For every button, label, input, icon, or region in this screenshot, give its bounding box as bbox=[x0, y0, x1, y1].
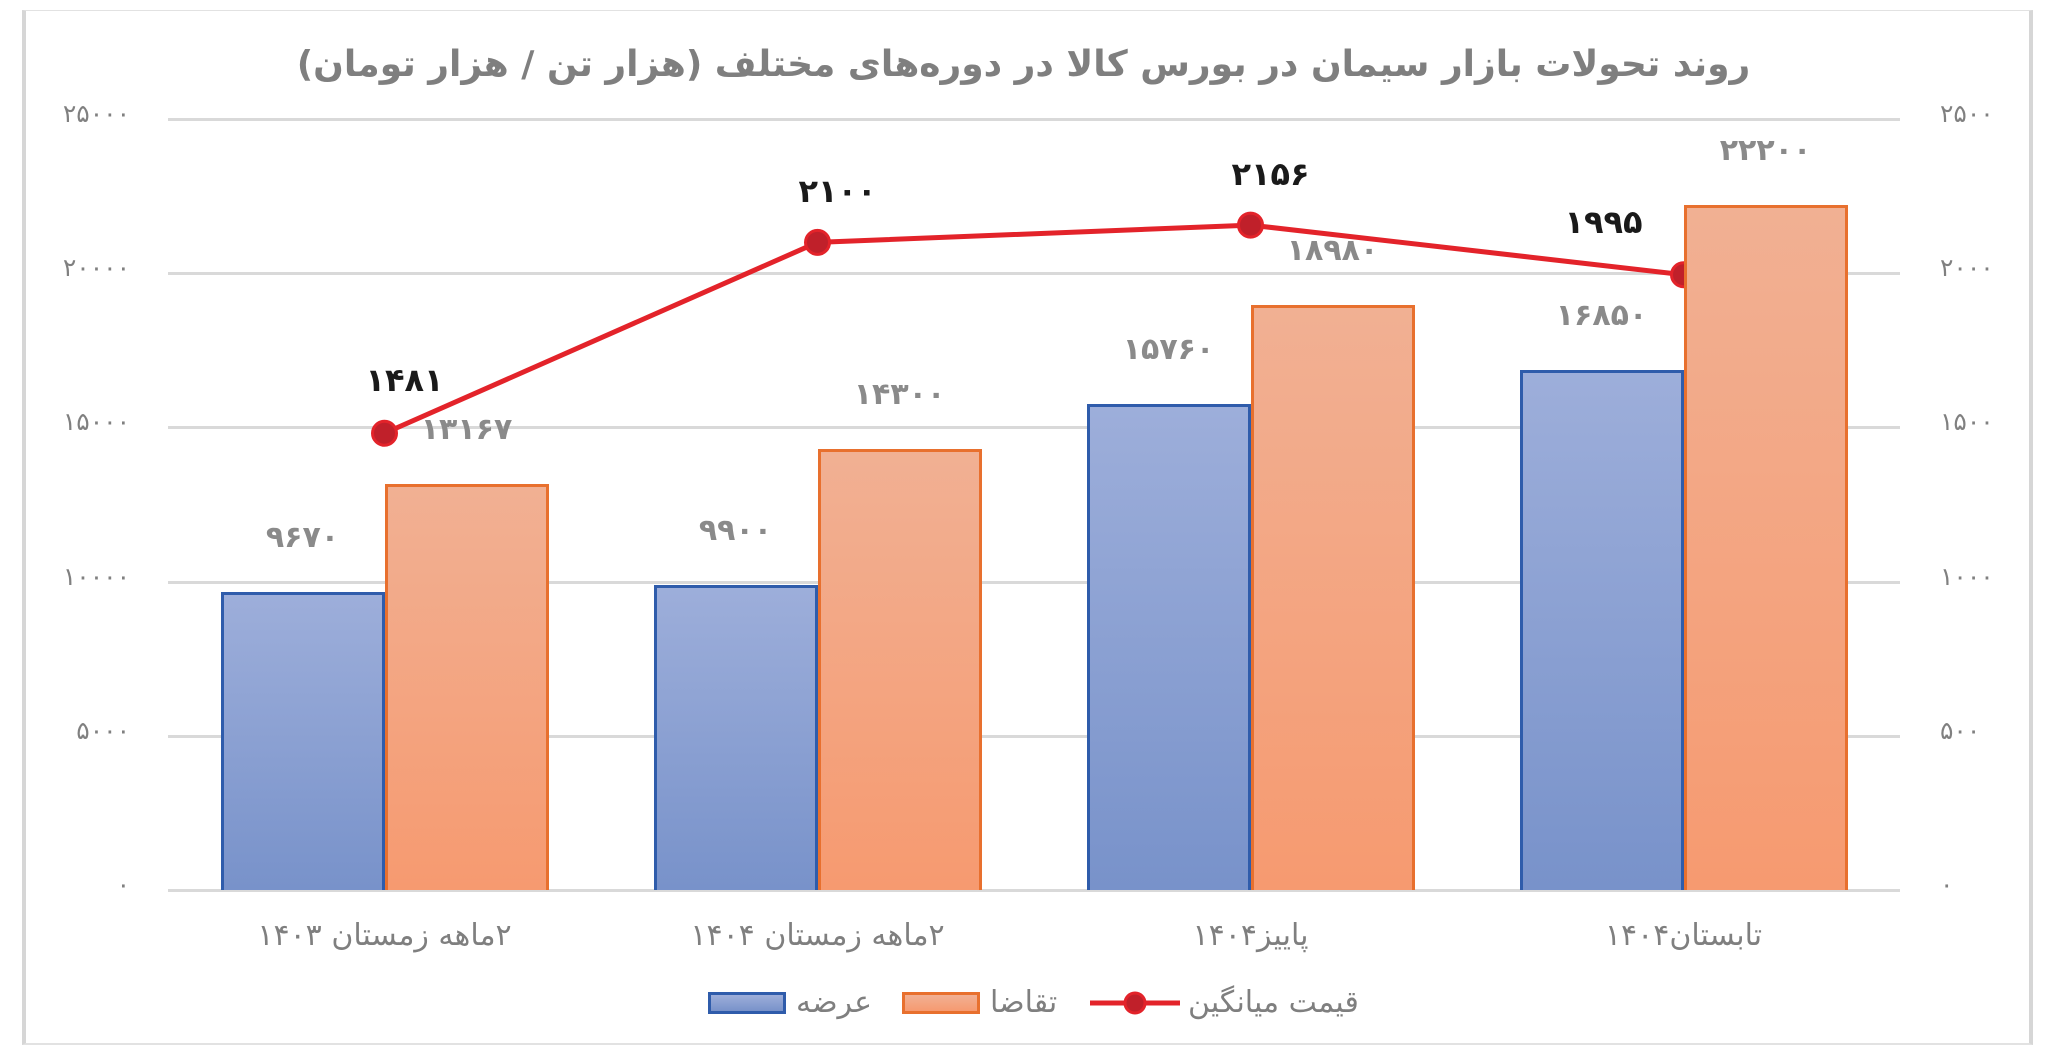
chart-frame bbox=[22, 10, 2033, 1045]
legend-item-demand: تقاضا bbox=[902, 985, 1057, 1020]
price-value-label: ۱۴۸۱ bbox=[365, 361, 444, 400]
x-axis-label: تابستان۱۴۰۴ bbox=[1604, 918, 1763, 953]
y-right-tick: ۵۰۰ bbox=[1940, 715, 1981, 745]
y-right-tick: ۰ bbox=[1940, 870, 1954, 899]
legend-item-supply: عرضه bbox=[708, 985, 872, 1020]
supply-bar bbox=[653, 584, 818, 890]
supply-swatch-icon bbox=[708, 991, 786, 1014]
price-value-label: ۱۹۹۵ bbox=[1564, 202, 1643, 241]
demand-bar bbox=[817, 448, 982, 890]
y-right-tick: ۱۰۰۰ bbox=[1940, 561, 1994, 591]
legend-label-supply: عرضه bbox=[796, 985, 873, 1020]
supply-bar bbox=[1086, 403, 1251, 890]
legend-item-price: قیمت میانگین bbox=[1090, 985, 1359, 1020]
y-left-tick: ۱۵۰۰۰ bbox=[62, 407, 130, 437]
supply-value-label: ۱۵۷۶۰ bbox=[1122, 331, 1215, 367]
gridline bbox=[168, 118, 1900, 121]
demand-value-label: ۱۴۳۰۰ bbox=[853, 376, 946, 412]
demand-swatch-icon bbox=[902, 991, 980, 1014]
y-left-tick: ۲۵۰۰۰ bbox=[62, 99, 130, 128]
y-left-tick: ۱۰۰۰۰ bbox=[62, 561, 130, 591]
y-left-tick: ۲۰۰۰۰ bbox=[62, 253, 130, 283]
demand-bar bbox=[1250, 304, 1415, 890]
demand-value-label: ۲۲۲۰۰ bbox=[1719, 133, 1812, 169]
supply-bar bbox=[220, 591, 385, 890]
chart-title: روند تحولات بازار سیمان در بورس کالا در … bbox=[296, 44, 1751, 85]
demand-value-label: ۱۳۱۶۷ bbox=[420, 411, 513, 447]
price-marker bbox=[804, 228, 831, 256]
y-right-tick: ۲۵۰۰ bbox=[1940, 99, 1994, 128]
supply-value-label: ۹۶۷۰ bbox=[265, 519, 340, 555]
supply-value-label: ۹۹۰۰ bbox=[698, 512, 773, 548]
legend-label-price: قیمت میانگین bbox=[1188, 985, 1359, 1020]
x-axis-label: ۲ماهه زمستان ۱۴۰۳ bbox=[257, 918, 512, 953]
gridline bbox=[168, 426, 1900, 430]
legend-label-demand: تقاضا bbox=[990, 985, 1058, 1020]
price-marker bbox=[371, 419, 398, 447]
gridline bbox=[168, 580, 1900, 584]
gridline bbox=[168, 889, 1900, 892]
demand-bar bbox=[384, 483, 549, 890]
supply-bar bbox=[1519, 370, 1684, 890]
price-value-label: ۲۱۰۰ bbox=[798, 172, 877, 211]
demand-bar bbox=[1683, 205, 1848, 890]
supply-value-label: ۱۶۸۵۰ bbox=[1555, 298, 1648, 334]
y-right-tick: ۱۵۰۰ bbox=[1940, 407, 1994, 437]
price-value-label: ۲۱۵۶ bbox=[1231, 155, 1310, 194]
gridline bbox=[168, 734, 1900, 738]
y-right-tick: ۲۰۰۰ bbox=[1940, 253, 1994, 283]
gridline bbox=[168, 272, 1900, 276]
x-axis-label: پاییز۱۴۰۴ bbox=[1192, 918, 1309, 953]
price-marker bbox=[1237, 211, 1264, 239]
line-marker-icon bbox=[1090, 991, 1180, 1014]
x-axis-label: ۲ماهه زمستان ۱۴۰۴ bbox=[690, 918, 945, 953]
y-left-tick: ۵۰۰۰ bbox=[76, 715, 130, 745]
y-left-tick: ۰ bbox=[116, 870, 130, 899]
legend: قیمت میانگین تقاضا عرضه bbox=[0, 985, 2047, 1025]
demand-value-label: ۱۸۹۸۰ bbox=[1286, 232, 1379, 268]
